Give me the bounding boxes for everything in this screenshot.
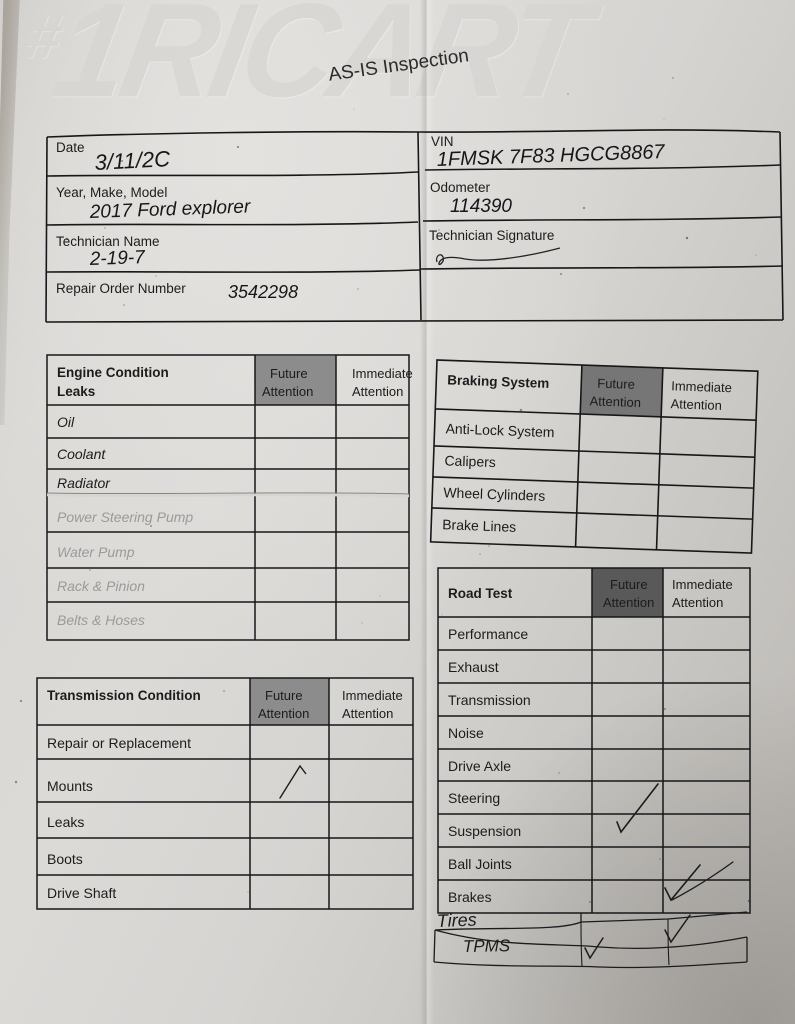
svg-text:Future: Future [610, 577, 648, 592]
svg-text:Engine Condition: Engine Condition [57, 365, 169, 380]
svg-text:Drive Axle: Drive Axle [448, 758, 511, 774]
svg-text:Repair or Replacement: Repair or Replacement [47, 735, 191, 751]
svg-text:Drive Shaft: Drive Shaft [47, 885, 116, 901]
svg-text:Calipers: Calipers [444, 452, 496, 470]
svg-text:Ball Joints: Ball Joints [448, 856, 512, 872]
svg-text:Future: Future [265, 688, 303, 703]
svg-text:Road Test: Road Test [448, 586, 513, 601]
svg-text:3542298: 3542298 [228, 282, 298, 302]
svg-text:Immediate: Immediate [342, 688, 403, 703]
svg-text:Coolant: Coolant [57, 446, 106, 462]
svg-text:Immediate: Immediate [672, 577, 733, 592]
svg-text:Rack & Pinion: Rack & Pinion [57, 578, 145, 594]
svg-text:Radiator: Radiator [57, 475, 111, 491]
svg-text:Power Steering Pump: Power Steering Pump [57, 509, 193, 525]
svg-text:Transmission: Transmission [448, 692, 531, 708]
svg-text:2-19-7: 2-19-7 [88, 247, 146, 270]
svg-text:Year, Make, Model: Year, Make, Model [56, 185, 167, 200]
svg-text:114390: 114390 [450, 196, 512, 217]
svg-text:Attention: Attention [342, 706, 393, 721]
svg-text:Transmission Condition: Transmission Condition [47, 688, 201, 703]
svg-text:Attention: Attention [672, 595, 723, 610]
svg-text:Technician Signature: Technician Signature [429, 228, 554, 243]
svg-text:Water Pump: Water Pump [57, 544, 135, 560]
svg-text:1FMSK 7F83 HGCG8867: 1FMSK 7F83 HGCG8867 [436, 141, 665, 171]
svg-text:Suspension: Suspension [448, 823, 521, 839]
svg-text:Attention: Attention [258, 706, 309, 721]
svg-text:Immediate: Immediate [671, 378, 732, 395]
svg-text:Braking System: Braking System [447, 372, 550, 391]
svg-text:Leaks: Leaks [47, 814, 84, 830]
svg-text:Leaks: Leaks [57, 384, 95, 399]
svg-text:Repair Order Number: Repair Order Number [56, 281, 186, 296]
svg-text:Attention: Attention [589, 393, 641, 410]
svg-text:Attention: Attention [670, 396, 722, 413]
svg-text:Date: Date [56, 140, 85, 155]
svg-text:Mounts: Mounts [47, 778, 93, 794]
svg-text:Performance: Performance [448, 626, 528, 642]
svg-text:Immediate: Immediate [352, 366, 413, 381]
svg-text:3/11/2C: 3/11/2C [94, 146, 171, 175]
svg-text:Boots: Boots [47, 851, 83, 867]
svg-text:Attention: Attention [352, 384, 403, 399]
svg-text:Attention: Attention [603, 595, 654, 610]
svg-text:Noise: Noise [448, 725, 484, 741]
svg-text:Tires: Tires [436, 910, 477, 931]
svg-text:Future: Future [270, 366, 308, 381]
svg-text:TPMS: TPMS [463, 936, 511, 956]
svg-text:Future: Future [597, 376, 635, 392]
svg-text:Brake Lines: Brake Lines [442, 516, 516, 535]
svg-text:Exhaust: Exhaust [448, 659, 499, 675]
svg-text:Brakes: Brakes [448, 889, 492, 905]
svg-text:Belts & Hoses: Belts & Hoses [57, 612, 145, 628]
svg-text:2017 Ford explorer: 2017 Ford explorer [88, 196, 251, 223]
svg-text:Wheel Cylinders: Wheel Cylinders [443, 484, 545, 504]
svg-text:Attention: Attention [262, 384, 313, 399]
svg-text:Odometer: Odometer [430, 180, 491, 195]
svg-text:Anti-Lock System: Anti-Lock System [445, 420, 554, 440]
svg-text:Steering: Steering [448, 790, 500, 806]
svg-text:Oil: Oil [57, 414, 75, 430]
svg-text:VIN: VIN [431, 134, 454, 149]
